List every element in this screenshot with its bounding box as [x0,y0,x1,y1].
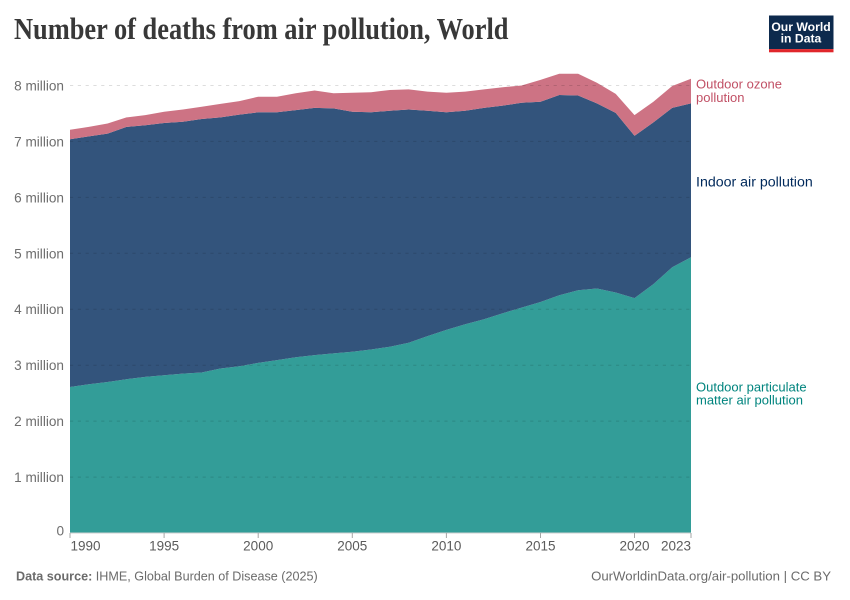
svg-text:2010: 2010 [431,538,461,553]
svg-text:0: 0 [56,524,64,539]
svg-text:8 million: 8 million [14,79,64,94]
svg-text:Indoor air pollution: Indoor air pollution [696,175,813,191]
svg-text:Data source: IHME, Global Burd: Data source: IHME, Global Burden of Dise… [16,570,318,584]
svg-text:Outdoor particulate: Outdoor particulate [696,380,807,395]
svg-text:pollution: pollution [696,90,744,105]
svg-text:3 million: 3 million [14,358,64,373]
svg-text:6 million: 6 million [14,190,64,205]
svg-text:Outdoor ozone: Outdoor ozone [696,77,782,92]
svg-text:1995: 1995 [149,538,179,553]
svg-text:4 million: 4 million [14,302,64,317]
svg-text:OurWorldinData.org/air-polluti: OurWorldinData.org/air-pollution | CC BY [591,569,831,584]
svg-text:2005: 2005 [337,538,367,553]
svg-text:Our World: Our World [771,20,830,34]
svg-text:2000: 2000 [243,538,273,553]
svg-text:2020: 2020 [619,538,649,553]
svg-text:Number of deaths from air poll: Number of deaths from air pollution, Wor… [14,11,509,46]
svg-text:2015: 2015 [525,538,555,553]
svg-text:1990: 1990 [71,538,101,553]
svg-text:1 million: 1 million [14,470,64,485]
svg-text:5 million: 5 million [14,246,64,261]
svg-text:2 million: 2 million [14,414,64,429]
svg-text:in Data: in Data [781,32,822,46]
svg-text:2023: 2023 [661,538,691,553]
svg-text:7 million: 7 million [14,134,64,149]
svg-text:matter air pollution: matter air pollution [696,393,803,408]
